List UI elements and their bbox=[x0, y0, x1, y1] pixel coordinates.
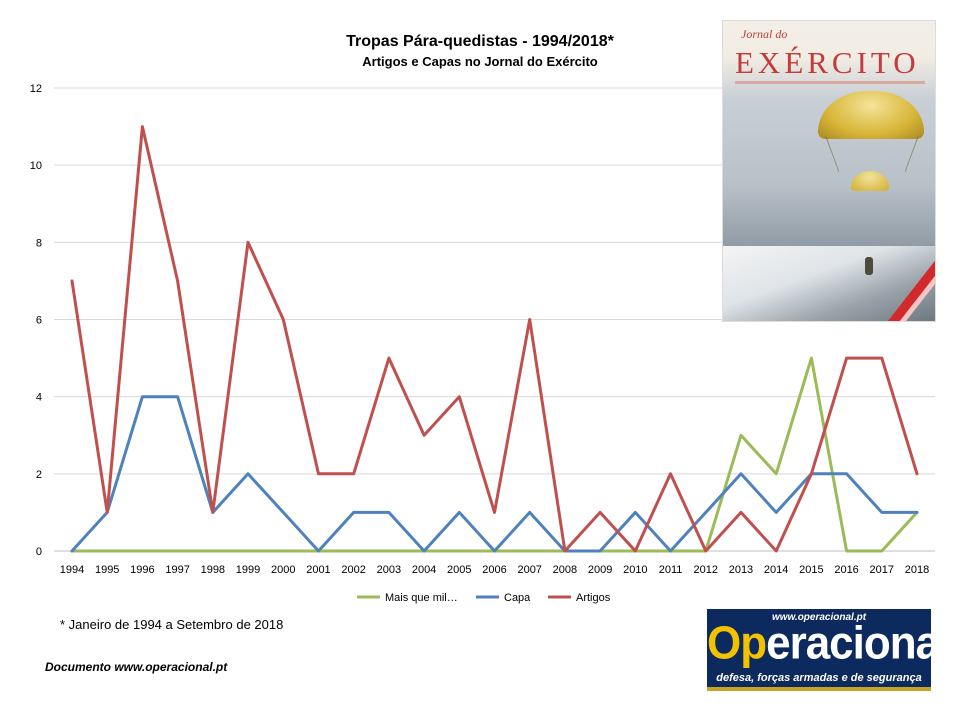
chart-title: Tropas Pára-quedistas - 1994/2018* bbox=[346, 33, 614, 50]
parachute-large-icon bbox=[818, 91, 924, 139]
x-tick-label: 2012 bbox=[694, 564, 718, 576]
x-tick-label: 2006 bbox=[482, 564, 506, 576]
x-tick-label: 2009 bbox=[588, 564, 612, 576]
series-line-2 bbox=[70, 125, 919, 553]
x-tick-label: 2018 bbox=[905, 564, 929, 576]
y-tick-label: 6 bbox=[36, 315, 42, 327]
operacional-logo: www.operacional.pt Operacional defesa, f… bbox=[707, 609, 931, 691]
x-tick-label: 2002 bbox=[341, 564, 365, 576]
x-tick-label: 1998 bbox=[201, 564, 225, 576]
logo-bar bbox=[707, 687, 931, 691]
x-tick-label: 2010 bbox=[623, 564, 647, 576]
x-tick-label: 2005 bbox=[447, 564, 471, 576]
x-tick-label: 2004 bbox=[412, 564, 436, 576]
source-note: Documento www.operacional.pt bbox=[45, 660, 228, 674]
x-tick-label: 2007 bbox=[517, 564, 541, 576]
y-tick-label: 8 bbox=[36, 237, 42, 249]
x-tick-label: 2015 bbox=[799, 564, 823, 576]
y-tick-label: 10 bbox=[30, 160, 42, 172]
series-lines bbox=[70, 125, 919, 553]
legend-label: Mais que mil… bbox=[385, 592, 458, 604]
x-tick-label: 1997 bbox=[165, 564, 189, 576]
legend: Mais que mil… Capa Artigos bbox=[357, 592, 611, 604]
x-tick-label: 1994 bbox=[60, 564, 84, 576]
footnote: * Janeiro de 1994 a Setembro de 2018 bbox=[60, 617, 284, 632]
x-tick-label: 1995 bbox=[95, 564, 119, 576]
x-tick-label: 1999 bbox=[236, 564, 260, 576]
x-tick-label: 2014 bbox=[764, 564, 788, 576]
cover-masthead-small: Jornal do bbox=[741, 27, 788, 41]
y-axis-ticks: 0 2 4 6 8 10 12 bbox=[30, 83, 42, 558]
y-tick-label: 2 bbox=[36, 469, 42, 481]
x-tick-label: 2011 bbox=[659, 564, 683, 576]
legend-label: Artigos bbox=[576, 592, 611, 604]
cover-band bbox=[735, 81, 925, 84]
x-tick-label: 2017 bbox=[870, 564, 894, 576]
x-tick-label: 2003 bbox=[377, 564, 401, 576]
magazine-cover-image: Jornal do EXÉRCITO bbox=[722, 20, 936, 322]
y-tick-label: 4 bbox=[36, 392, 42, 404]
chart-subtitle: Artigos e Capas no Jornal do Exército bbox=[362, 54, 598, 69]
paratrooper-figure bbox=[865, 257, 873, 275]
y-tick-label: 12 bbox=[30, 83, 42, 95]
x-tick-label: 2008 bbox=[553, 564, 577, 576]
parachute-lines bbox=[825, 136, 919, 172]
x-tick-label: 2013 bbox=[729, 564, 753, 576]
legend-label: Capa bbox=[504, 592, 531, 604]
x-tick-label: 2016 bbox=[834, 564, 858, 576]
cover-masthead: EXÉRCITO bbox=[735, 45, 920, 80]
logo-tagline: defesa, forças armadas e de segurança bbox=[716, 672, 922, 684]
logo-name-first: Op bbox=[707, 617, 767, 670]
logo-name: Operacional bbox=[707, 618, 931, 671]
x-axis-ticks: 1994 1995 1996 1997 1998 1999 2000 2001 2002 2003… bbox=[60, 564, 929, 576]
x-tick-label: 2001 bbox=[306, 564, 330, 576]
y-tick-label: 0 bbox=[36, 546, 42, 558]
logo-name-rest: eracional bbox=[766, 617, 931, 670]
parachute-small-icon bbox=[851, 171, 889, 191]
x-tick-label: 1996 bbox=[130, 564, 154, 576]
logo-url: www.operacional.pt bbox=[771, 612, 867, 623]
x-tick-label: 2000 bbox=[271, 564, 295, 576]
